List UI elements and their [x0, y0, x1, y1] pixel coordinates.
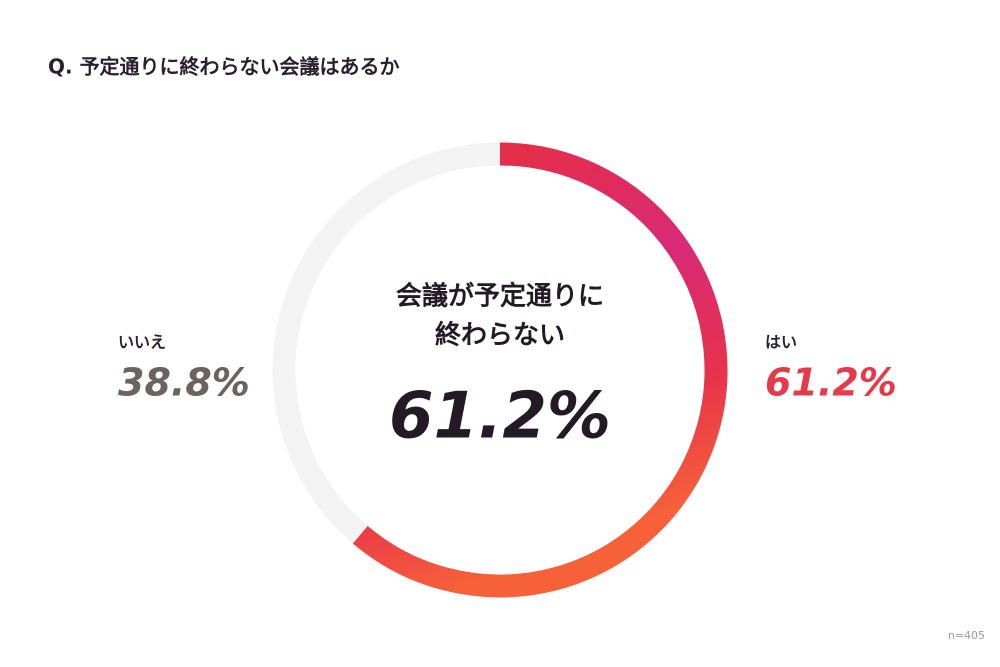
center-text: 終わらない: [435, 320, 565, 351]
legend-label: いいえ: [118, 333, 166, 352]
value-label: 61.2%: [765, 361, 897, 405]
chart-title: Q. 予定通りに終わらない会議はあるか: [48, 55, 400, 79]
value-label: 38.8%: [118, 361, 250, 405]
center-value: 61.2%: [389, 380, 611, 454]
center-text: 会議が予定通りに: [396, 281, 604, 312]
donut-slice: [272, 142, 501, 544]
note: n=405: [948, 629, 985, 642]
donut-slice: [352, 142, 728, 598]
legend-label: はい: [765, 333, 797, 352]
